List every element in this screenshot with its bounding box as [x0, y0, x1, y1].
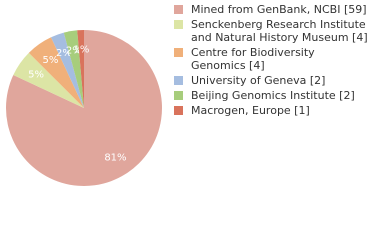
legend: Mined from GenBank, NCBI [59] Senckenberg… — [174, 3, 368, 119]
pie-slice — [77, 30, 84, 108]
legend-item: Mined from GenBank, NCBI [59] — [174, 3, 368, 16]
legend-label: Centre for Biodiversity Genomics [4] — [191, 46, 315, 72]
legend-item: Senckenberg Research Institute and Natur… — [174, 18, 368, 44]
slice-label: 81% — [104, 152, 126, 163]
pie-slice — [28, 37, 84, 108]
pie-area: 81%5%5%2%2%1% — [6, 30, 163, 186]
legend-label: University of Geneva [2] — [191, 74, 326, 87]
legend-item: Beijing Genomics Institute [2] — [174, 89, 368, 102]
pie-slice — [51, 32, 84, 108]
slice-label: 1% — [74, 45, 90, 56]
legend-label: Beijing Genomics Institute [2] — [191, 89, 355, 102]
slice-label: 2% — [66, 45, 82, 56]
legend-item: Centre for Biodiversity Genomics [4] — [174, 46, 368, 72]
legend-label: Senckenberg Research Institute and Natur… — [191, 18, 368, 44]
legend-label: Macrogen, Europe [1] — [191, 104, 310, 117]
slice-label: 5% — [28, 69, 44, 80]
legend-item: University of Geneva [2] — [174, 74, 368, 87]
legend-item: Macrogen, Europe [1] — [174, 104, 368, 117]
slice-label: 5% — [43, 55, 59, 66]
legend-label: Mined from GenBank, NCBI [59] — [191, 3, 367, 16]
legend-swatch — [174, 91, 183, 100]
legend-swatch — [174, 76, 183, 85]
legend-swatch — [174, 106, 183, 115]
pie-slice — [63, 30, 84, 108]
slice-label: 2% — [56, 48, 72, 59]
pie-slice — [13, 52, 85, 108]
legend-swatch — [174, 48, 183, 57]
legend-swatch — [174, 5, 183, 14]
legend-swatch — [174, 20, 183, 29]
